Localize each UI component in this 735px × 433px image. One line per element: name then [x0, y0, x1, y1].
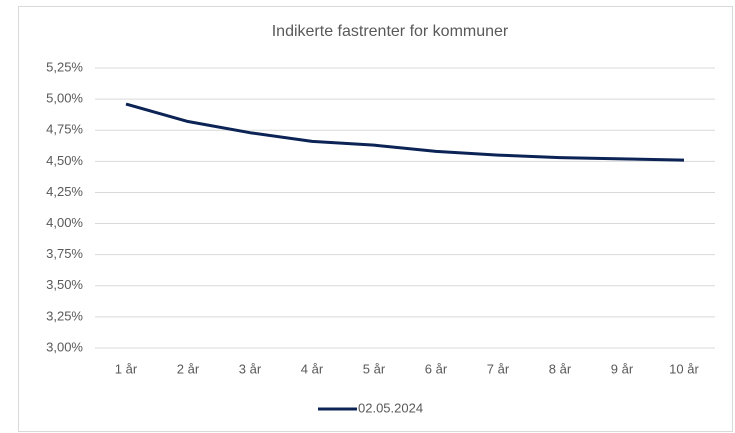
- x-tick-label: 3 år: [239, 361, 262, 376]
- x-tick-label: 6 år: [425, 361, 448, 376]
- y-tick-label: 3,75%: [46, 246, 83, 261]
- x-tick-label: 4 år: [301, 361, 324, 376]
- line-series: [125, 102, 685, 162]
- x-tick-label: 7 år: [487, 361, 510, 376]
- y-tick-label: 4,25%: [46, 184, 83, 199]
- x-tick-label: 2 år: [177, 361, 200, 376]
- y-tick-label: 3,25%: [46, 308, 83, 323]
- y-tick-label: 4,50%: [46, 153, 83, 168]
- legend-label: 02.05.2024: [358, 400, 423, 415]
- y-tick-label: 4,00%: [46, 215, 83, 230]
- y-tick-label: 3,00%: [46, 339, 83, 354]
- x-tick-label: 9 år: [611, 361, 634, 376]
- x-tick-label: 5 år: [363, 361, 386, 376]
- y-tick-label: 5,00%: [46, 91, 83, 106]
- chart-border: [18, 6, 733, 432]
- y-tick-label: 5,25%: [46, 59, 83, 74]
- y-tick-label: 3,50%: [46, 277, 83, 292]
- x-tick-label: 8 år: [549, 361, 572, 376]
- x-tick-label: 1 år: [115, 361, 138, 376]
- y-tick-label: 4,75%: [46, 122, 83, 137]
- x-tick-label: 10 år: [669, 361, 699, 376]
- chart-title: Indikerte fastrenter for kommuner: [272, 23, 509, 40]
